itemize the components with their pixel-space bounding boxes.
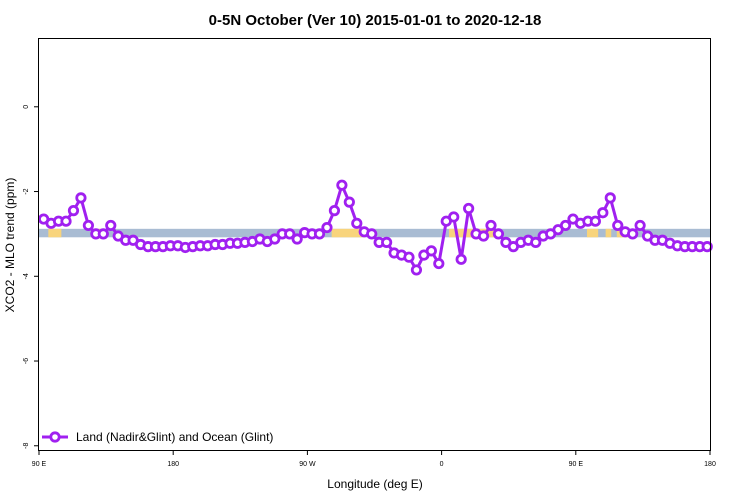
- y-tick-label: -4: [23, 273, 30, 279]
- data-point: [336, 179, 348, 191]
- chart-title: 0-5N October (Ver 10) 2015-01-01 to 2020…: [209, 12, 542, 29]
- legend-label: Land (Nadir&Glint) and Ocean (Glint): [76, 430, 273, 444]
- data-point: [425, 245, 437, 257]
- data-point: [97, 228, 109, 240]
- data-point: [60, 215, 72, 227]
- x-tick-label: 0: [440, 461, 444, 468]
- legend: Land (Nadir&Glint) and Ocean (Glint): [42, 430, 273, 444]
- data-point: [321, 221, 333, 234]
- data-point: [559, 219, 572, 232]
- data-point: [82, 219, 94, 232]
- data-point: [634, 219, 646, 232]
- data-point: [351, 217, 363, 229]
- y-tick-label: 0: [23, 105, 30, 109]
- data-point: [492, 228, 505, 240]
- data-point: [589, 215, 601, 227]
- legend-marker-swatch: [49, 431, 61, 443]
- data-point: [597, 207, 609, 219]
- data-point: [485, 219, 497, 232]
- data-point: [612, 219, 624, 232]
- x-tick-label: 90 E: [32, 461, 47, 468]
- data-point: [455, 253, 467, 265]
- data-point: [366, 228, 378, 240]
- x-tick-label: 90 E: [569, 461, 584, 468]
- data-point: [328, 205, 341, 217]
- data-point: [313, 228, 326, 240]
- data-point: [530, 236, 542, 248]
- y-axis-label: XCO2 - MLO trend (ppm): [3, 178, 17, 313]
- x-axis: 90 E 180 90 W 0 90 E 180: [32, 450, 716, 468]
- data-point: [284, 228, 296, 240]
- x-tick-label: 90 W: [299, 461, 316, 468]
- data-point: [448, 211, 460, 223]
- y-tick-label: -6: [23, 358, 30, 364]
- data-point: [343, 196, 355, 208]
- data-point: [67, 205, 80, 217]
- x-tick-label: 180: [167, 461, 179, 468]
- y-axis: 0 -2 -4 -6 -8: [23, 105, 39, 449]
- land-band-segment: [331, 228, 366, 238]
- data-point: [269, 233, 281, 245]
- data-series: [38, 179, 713, 276]
- data-point: [433, 257, 445, 270]
- land-band-segment: [605, 228, 612, 238]
- data-point: [75, 192, 87, 204]
- data-point: [381, 236, 393, 248]
- y-tick-label: -8: [23, 443, 30, 449]
- data-point: [291, 233, 303, 245]
- data-point: [604, 192, 616, 204]
- data-point: [403, 251, 415, 263]
- land-band-segment: [48, 228, 62, 238]
- y-tick-label: -2: [23, 188, 30, 194]
- x-tick-label: 180: [704, 461, 716, 468]
- x-axis-label: Longitude (deg E): [327, 477, 422, 491]
- data-point: [410, 264, 423, 276]
- data-point: [701, 241, 713, 253]
- data-point: [105, 219, 117, 232]
- data-point: [477, 230, 490, 242]
- land-band-segment: [586, 228, 599, 238]
- data-point: [627, 228, 639, 240]
- data-point: [463, 202, 475, 215]
- plot-frame: [38, 38, 711, 451]
